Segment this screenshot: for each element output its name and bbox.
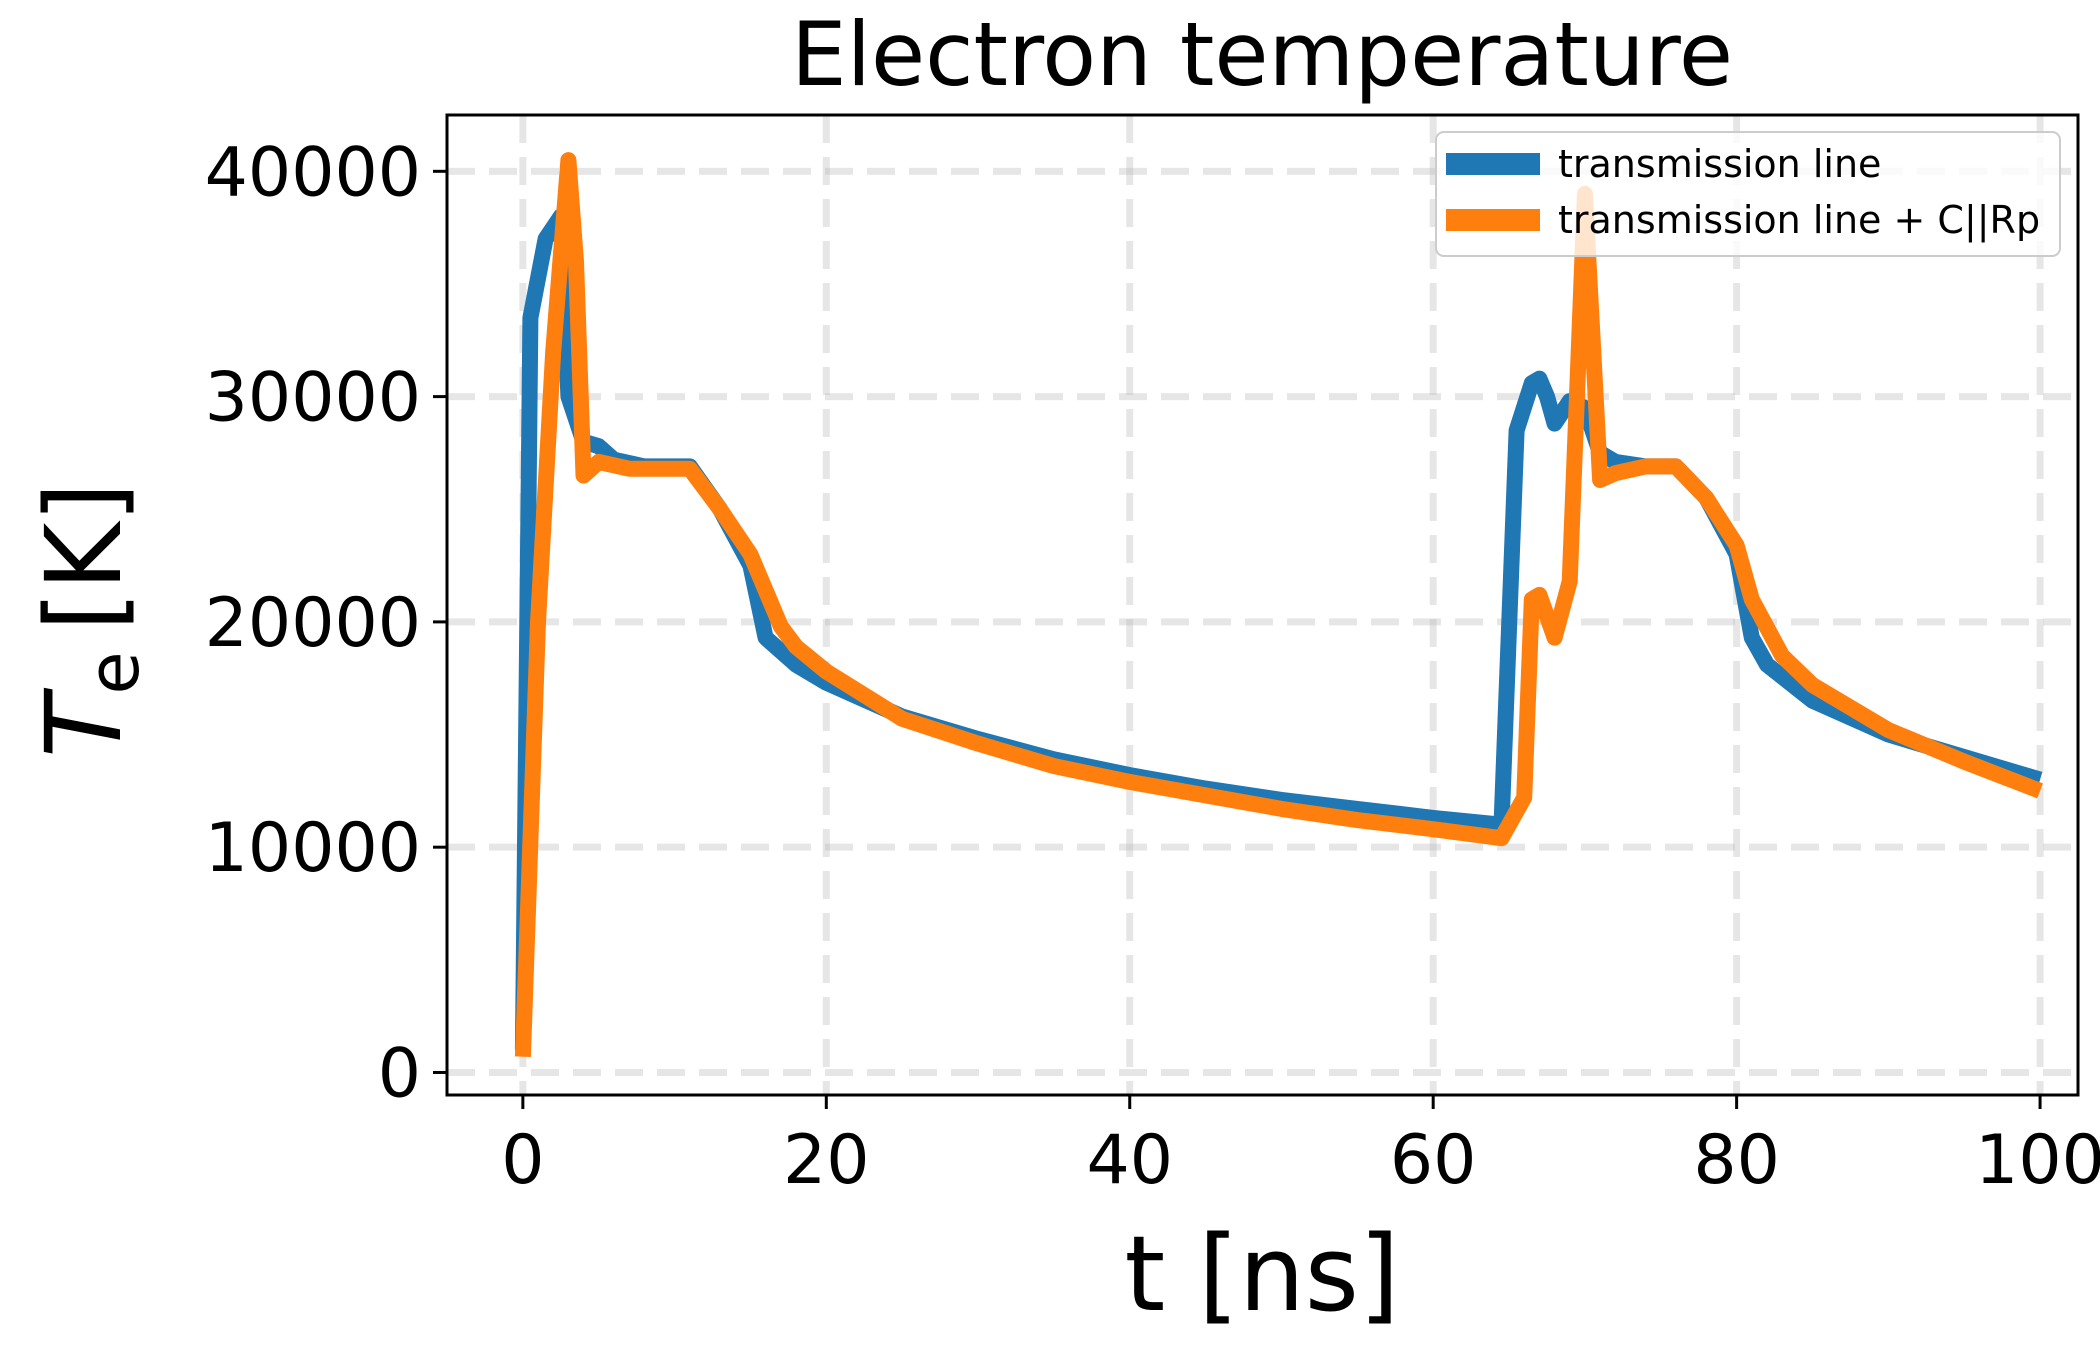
y-axis-label-symbol: T [23,687,145,758]
y-axis-label-unit: [K] [23,482,145,631]
legend-box [1435,131,2061,257]
grid [447,115,2078,1095]
y-tick-label: 10000 [205,809,421,888]
series-line-2 [514,152,2043,1057]
axis-ticks: 0 20 40 60 80 100 0 10000 20000 30000 40000 [205,133,2100,1200]
x-tick-label: 40 [1086,1121,1173,1200]
y-tick-label: 20000 [205,584,421,663]
y-axis-label: Te [K] [23,482,155,758]
chart-title: Electron temperature [791,3,1733,106]
plot-frame [445,113,2080,1097]
x-tick-label: 80 [1693,1121,1780,1200]
series-lines [514,152,2043,1057]
x-tick-label: 100 [1975,1121,2100,1200]
x-tick-label: 60 [1390,1121,1477,1200]
svg-text:Te[K]: Te [K] [23,482,155,758]
legend-label-2: transmission line + C||Rp [1558,198,2040,243]
legend: transmission line transmission line + C||… [1435,131,2061,257]
series-line-1 [514,208,2043,1050]
x-tick-label: 0 [501,1121,544,1200]
y-tick-label: 40000 [205,133,421,212]
x-tick-label: 20 [783,1121,870,1200]
x-axis-label: t [ns] [1124,1213,1399,1335]
y-axis-label-subscript: e [73,651,155,694]
legend-label-1: transmission line [1558,142,1881,186]
y-tick-label: 30000 [205,359,421,438]
y-tick-label: 0 [378,1034,421,1113]
